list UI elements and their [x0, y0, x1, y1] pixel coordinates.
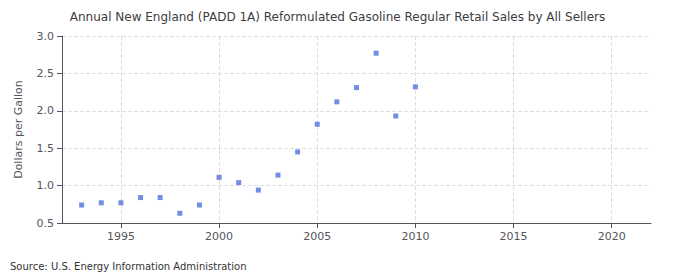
svg-text:2000: 2000 — [205, 230, 233, 243]
svg-text:1995: 1995 — [107, 230, 135, 243]
svg-text:2005: 2005 — [303, 230, 331, 243]
svg-text:2.5: 2.5 — [37, 67, 55, 80]
svg-text:Annual New England (PADD 1A) R: Annual New England (PADD 1A) Reformulate… — [70, 10, 606, 24]
svg-text:2.0: 2.0 — [37, 104, 55, 117]
svg-text:Dollars per Gallon: Dollars per Gallon — [12, 80, 25, 179]
svg-text:0.5: 0.5 — [37, 217, 55, 230]
svg-text:3.0: 3.0 — [37, 30, 55, 43]
svg-text:2020: 2020 — [598, 230, 626, 243]
svg-text:2010: 2010 — [401, 230, 429, 243]
svg-text:1.5: 1.5 — [37, 142, 55, 155]
svg-text:2015: 2015 — [500, 230, 528, 243]
svg-text:Source: U.S. Energy Informatio: Source: U.S. Energy Information Administ… — [10, 261, 247, 272]
svg-text:1.0: 1.0 — [37, 179, 55, 192]
